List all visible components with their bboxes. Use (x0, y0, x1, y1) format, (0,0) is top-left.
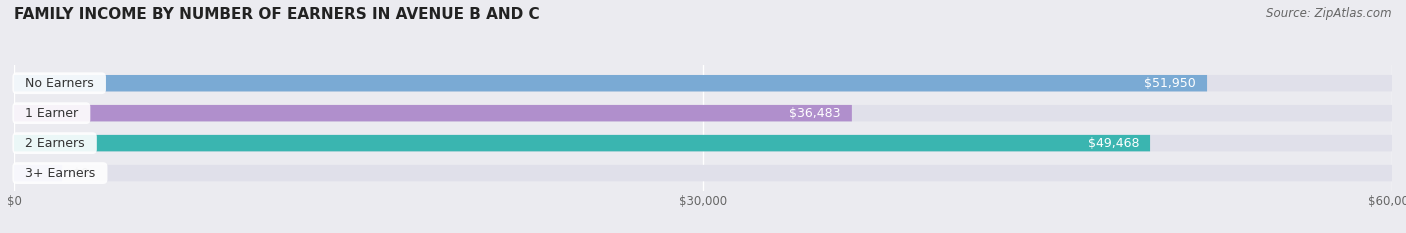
FancyBboxPatch shape (14, 165, 62, 181)
FancyBboxPatch shape (14, 105, 1392, 121)
Text: 1 Earner: 1 Earner (17, 107, 86, 120)
Text: Source: ZipAtlas.com: Source: ZipAtlas.com (1267, 7, 1392, 20)
FancyBboxPatch shape (14, 75, 1392, 92)
FancyBboxPatch shape (14, 75, 1208, 92)
Text: $36,483: $36,483 (789, 107, 841, 120)
Text: 2 Earners: 2 Earners (17, 137, 93, 150)
FancyBboxPatch shape (14, 105, 852, 121)
Text: $0: $0 (73, 167, 90, 180)
Text: 3+ Earners: 3+ Earners (17, 167, 103, 180)
Text: $49,468: $49,468 (1088, 137, 1139, 150)
Text: $51,950: $51,950 (1144, 77, 1197, 90)
Text: FAMILY INCOME BY NUMBER OF EARNERS IN AVENUE B AND C: FAMILY INCOME BY NUMBER OF EARNERS IN AV… (14, 7, 540, 22)
FancyBboxPatch shape (14, 135, 1392, 151)
FancyBboxPatch shape (14, 165, 1392, 181)
FancyBboxPatch shape (14, 135, 1150, 151)
Text: No Earners: No Earners (17, 77, 101, 90)
